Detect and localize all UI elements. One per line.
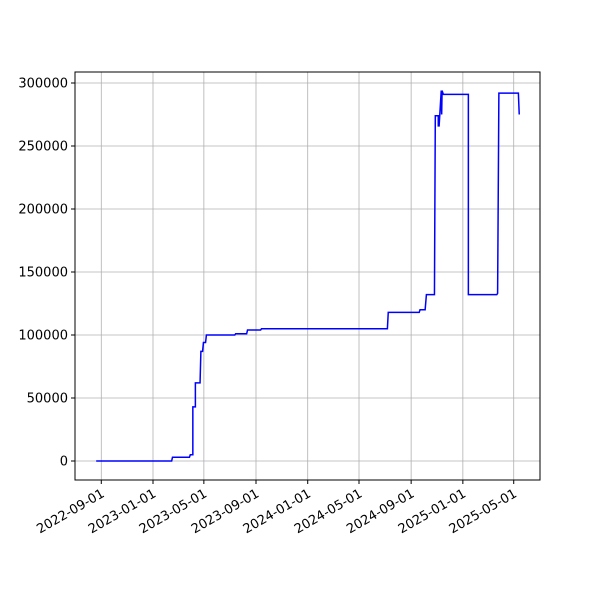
y-tick-label: 250000 [18,139,68,154]
y-tick-label: 200000 [18,202,68,217]
y-tick-label: 150000 [18,265,68,280]
y-tick-label: 100000 [18,328,68,343]
y-tick-label: 0 [60,454,68,469]
y-tick-label: 50000 [27,391,68,406]
plot-frame [74,71,541,481]
data-line [96,90,520,462]
y-tick-label: 300000 [18,76,68,91]
